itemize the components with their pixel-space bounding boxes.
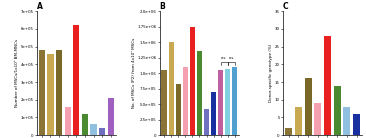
Bar: [225, 69, 231, 135]
Bar: [39, 50, 45, 135]
Bar: [305, 79, 311, 135]
Bar: [295, 107, 302, 135]
Bar: [64, 107, 71, 135]
Text: C: C: [283, 2, 288, 11]
Text: n.s.: n.s.: [228, 56, 235, 60]
Bar: [176, 84, 181, 135]
Bar: [353, 114, 360, 135]
Bar: [218, 70, 223, 135]
Bar: [108, 98, 114, 135]
Bar: [90, 124, 97, 135]
Bar: [232, 67, 238, 135]
Text: n.s.: n.s.: [221, 56, 228, 60]
Bar: [314, 103, 321, 135]
Bar: [99, 128, 105, 135]
Bar: [161, 70, 167, 135]
Bar: [183, 67, 188, 135]
Bar: [82, 114, 88, 135]
Bar: [168, 42, 173, 135]
Bar: [73, 25, 79, 135]
Bar: [190, 26, 195, 135]
Text: A: A: [37, 2, 42, 11]
Bar: [334, 86, 341, 135]
Bar: [324, 36, 331, 135]
Bar: [197, 51, 202, 135]
Text: B: B: [160, 2, 165, 11]
Y-axis label: Donor-specific genotype (%): Donor-specific genotype (%): [269, 44, 273, 102]
Bar: [285, 128, 292, 135]
Y-axis label: Number of MSCs/1x10⁵ BM-MNCs: Number of MSCs/1x10⁵ BM-MNCs: [15, 39, 19, 107]
Bar: [343, 107, 350, 135]
Bar: [204, 109, 209, 135]
Bar: [47, 54, 53, 135]
Bar: [211, 92, 216, 135]
Y-axis label: No. of MSCs (P2) from 4x10⁴ MSCs: No. of MSCs (P2) from 4x10⁴ MSCs: [132, 38, 136, 108]
Bar: [56, 50, 62, 135]
